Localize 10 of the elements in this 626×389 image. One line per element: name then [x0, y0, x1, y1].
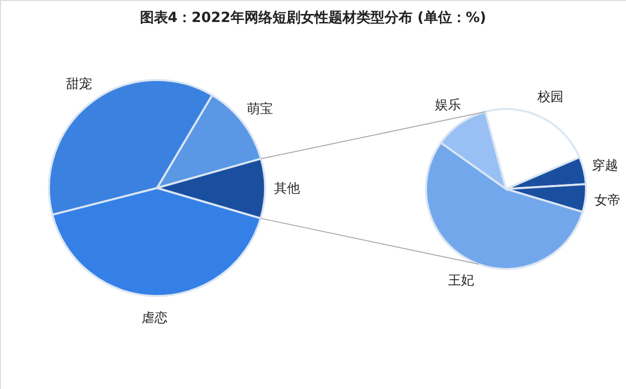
- slice-label: 虐恋: [142, 310, 168, 326]
- slice-label: 校园: [536, 90, 564, 106]
- chart-title: 图表4：2022年网络短剧女性题材类型分布 (单位：%): [140, 10, 486, 26]
- slice-label: 王妃: [448, 274, 474, 289]
- slice-label: 女帝: [594, 194, 620, 209]
- slice-label: 甜宠: [66, 76, 92, 92]
- slice-label: 穿越: [592, 158, 618, 174]
- slice-label: 其他: [274, 182, 300, 197]
- slice-label: 娱乐: [434, 98, 461, 114]
- slice-label: 萌宝: [247, 100, 274, 117]
